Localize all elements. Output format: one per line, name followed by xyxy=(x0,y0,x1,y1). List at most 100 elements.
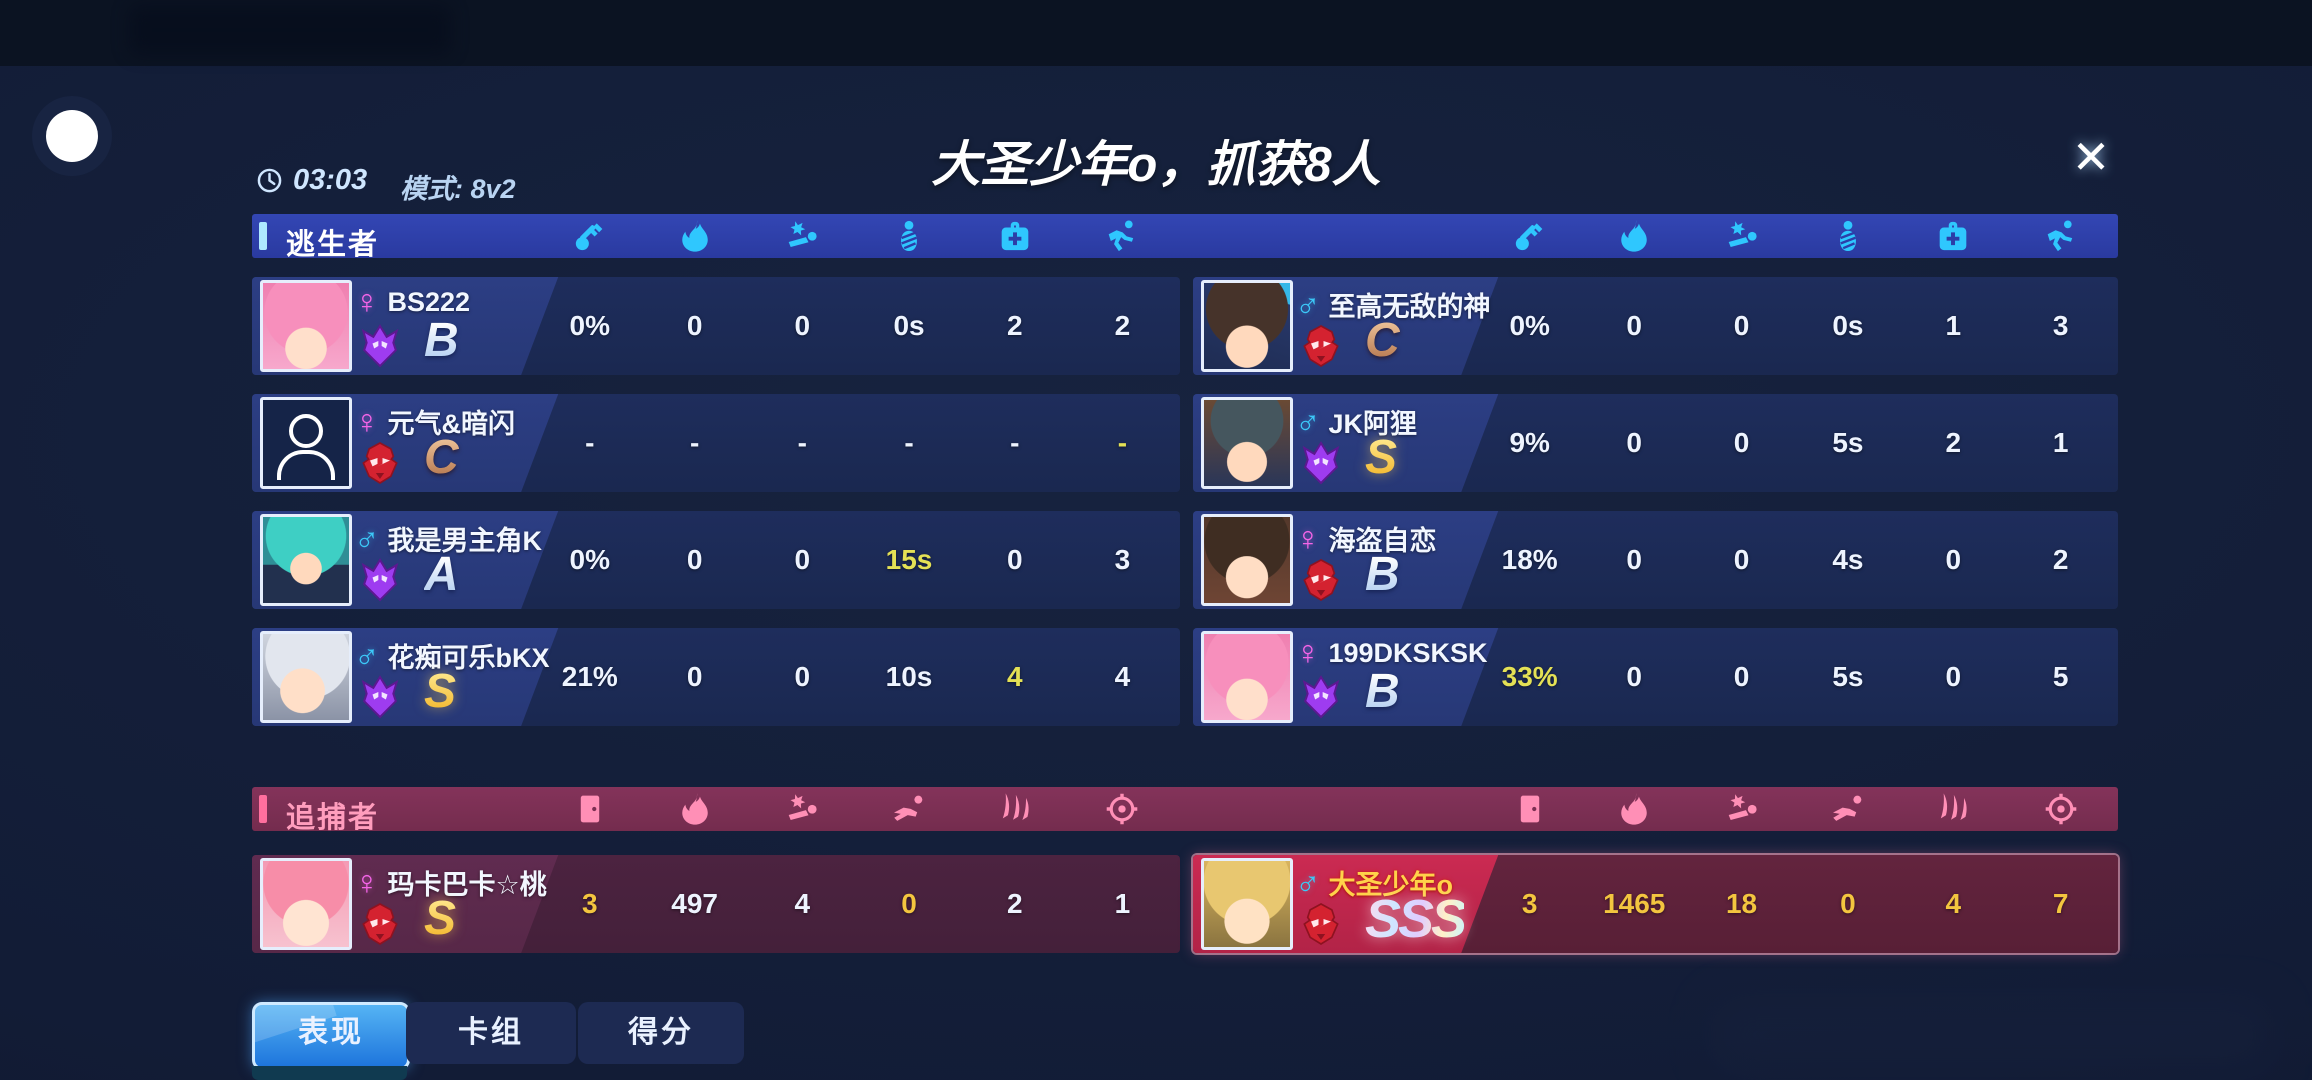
target-icon xyxy=(1105,792,1139,826)
active-tab-base xyxy=(252,1066,407,1080)
faction-icon xyxy=(1301,674,1341,720)
grade-badge: B xyxy=(1365,545,1400,605)
decepticon-icon xyxy=(360,557,400,603)
stat-value: 21% xyxy=(561,661,618,692)
avatar[interactable] xyxy=(260,514,352,606)
stun-icon xyxy=(1725,219,1759,253)
avatar[interactable] xyxy=(260,280,352,372)
hunters-section-header: 追捕者 xyxy=(252,787,2118,834)
player-name: 花痴可乐bKX xyxy=(387,643,550,673)
stat-value: 0 xyxy=(1733,544,1750,575)
stat-value: 5s xyxy=(1832,661,1864,692)
avatar[interactable] xyxy=(1201,631,1293,723)
key-icon xyxy=(1513,219,1547,253)
flame-icon xyxy=(1617,792,1651,826)
survivors-section-title: 逃生者 xyxy=(286,229,380,261)
faction-icon xyxy=(1301,557,1341,603)
avatar[interactable] xyxy=(260,631,352,723)
player-name: 199DKSKSK xyxy=(1328,637,1488,668)
gender-icon: ♀ xyxy=(354,863,380,902)
survivor-row: ♂ JK阿狸 S 9% 0 0 5s 2 1 xyxy=(1193,394,2118,492)
avatar[interactable] xyxy=(1201,858,1293,950)
survivor-row: ♀ BS222 B 0% 0 0 0s 2 2 xyxy=(252,277,1180,375)
faction-icon xyxy=(1301,323,1341,369)
stat-value: 0 xyxy=(1945,544,1962,575)
fly-icon xyxy=(1831,792,1865,826)
tab-score[interactable]: 得分 xyxy=(578,1002,744,1064)
stat-value: 4 xyxy=(794,888,811,919)
stat-value: 1465 xyxy=(1603,888,1666,919)
stat-value: 1 xyxy=(1114,888,1131,919)
autobot-icon xyxy=(1301,557,1341,603)
close-button[interactable]: ✕ xyxy=(2071,131,2111,183)
survivor-row: ♀ 海盗自恋 B 18% 0 0 4s 0 2 xyxy=(1193,511,2118,609)
claw-icon xyxy=(998,792,1032,826)
grade-badge: SSS xyxy=(1365,889,1467,949)
flame-icon xyxy=(1617,219,1651,253)
faction-icon xyxy=(360,440,400,486)
avatar[interactable] xyxy=(1201,280,1293,372)
section-accent-bar xyxy=(259,222,267,250)
survivors-section-header: 逃生者 xyxy=(252,214,2118,261)
stat-value: - xyxy=(904,427,914,458)
stat-value: 18 xyxy=(1725,888,1758,919)
stat-value: 2 xyxy=(1945,427,1962,458)
screen-record-button[interactable] xyxy=(32,96,112,176)
stat-value: 0 xyxy=(1733,661,1750,692)
faction-icon xyxy=(360,557,400,603)
grade-badge: S xyxy=(424,889,456,949)
door-icon xyxy=(1513,792,1547,826)
avatar[interactable] xyxy=(1201,514,1293,606)
medkit-icon xyxy=(998,219,1032,253)
gender-icon: ♂ xyxy=(354,519,380,558)
medkit-icon xyxy=(1936,219,1970,253)
survivor-row: ♀ 199DKSKSK B 33% 0 0 5s 0 5 xyxy=(1193,628,2118,726)
hunter-column-icons-right xyxy=(1193,787,2118,831)
survivor-column-icons-left xyxy=(252,214,1180,258)
mode-label: 模式: 8v2 xyxy=(400,174,516,204)
player-name: 我是男主角K xyxy=(387,526,543,556)
autobot-icon xyxy=(1301,323,1341,369)
avatar[interactable] xyxy=(1201,397,1293,489)
stat-value: 0 xyxy=(1945,661,1962,692)
stat-value: 0 xyxy=(1840,888,1856,919)
gender-icon: ♀ xyxy=(354,283,380,321)
stat-value: 3 xyxy=(1521,888,1538,919)
stat-value: 0 xyxy=(1626,310,1643,341)
stat-value: 0 xyxy=(1626,661,1643,692)
avatar[interactable] xyxy=(260,858,352,950)
stat-value: - xyxy=(797,427,807,458)
faction-icon xyxy=(360,901,400,947)
hunter-row: ♀ 玛卡巴卡☆桃 S 3 497 4 0 2 1 xyxy=(252,855,1180,953)
player-name: JK阿狸 xyxy=(1328,409,1418,439)
section-accent-bar xyxy=(259,795,267,823)
grade-badge: C xyxy=(1365,311,1400,371)
faction-icon xyxy=(1301,901,1341,947)
hunter-row: ♂ 大圣少年o SSS 3 1465 18 0 4 7 xyxy=(1193,855,2118,953)
blurred-background-remnant xyxy=(130,6,450,54)
grade-badge: S xyxy=(424,662,456,722)
match-timer: 03:03 xyxy=(256,164,367,197)
avatar[interactable] xyxy=(260,397,352,489)
survivor-row: ♂ 至高无敌的神 C 0% 0 0 0s 1 3 xyxy=(1193,277,2118,375)
target-icon xyxy=(2044,792,2078,826)
faction-icon xyxy=(1301,440,1341,486)
gender-icon: ♀ xyxy=(354,402,380,441)
tab-deck[interactable]: 卡组 xyxy=(406,1002,576,1064)
timer-value: 03:03 xyxy=(293,164,368,196)
stat-value: 1 xyxy=(1945,310,1962,341)
tab-performance[interactable]: 表现 xyxy=(252,1002,410,1070)
stat-value: 0s xyxy=(893,310,925,341)
gender-icon: ♂ xyxy=(1295,402,1321,441)
stat-value: 0 xyxy=(1733,310,1750,341)
gender-icon: ♂ xyxy=(1295,285,1321,324)
stat-value: 18% xyxy=(1501,544,1558,575)
stat-value: 9% xyxy=(1509,427,1550,458)
player-name: 大圣少年o xyxy=(1328,870,1454,900)
run-icon xyxy=(1105,219,1139,253)
stat-value: 33% xyxy=(1501,661,1558,692)
stat-value: 3 xyxy=(581,888,598,919)
grade-badge: B xyxy=(424,311,459,371)
grade-badge: A xyxy=(424,545,459,605)
